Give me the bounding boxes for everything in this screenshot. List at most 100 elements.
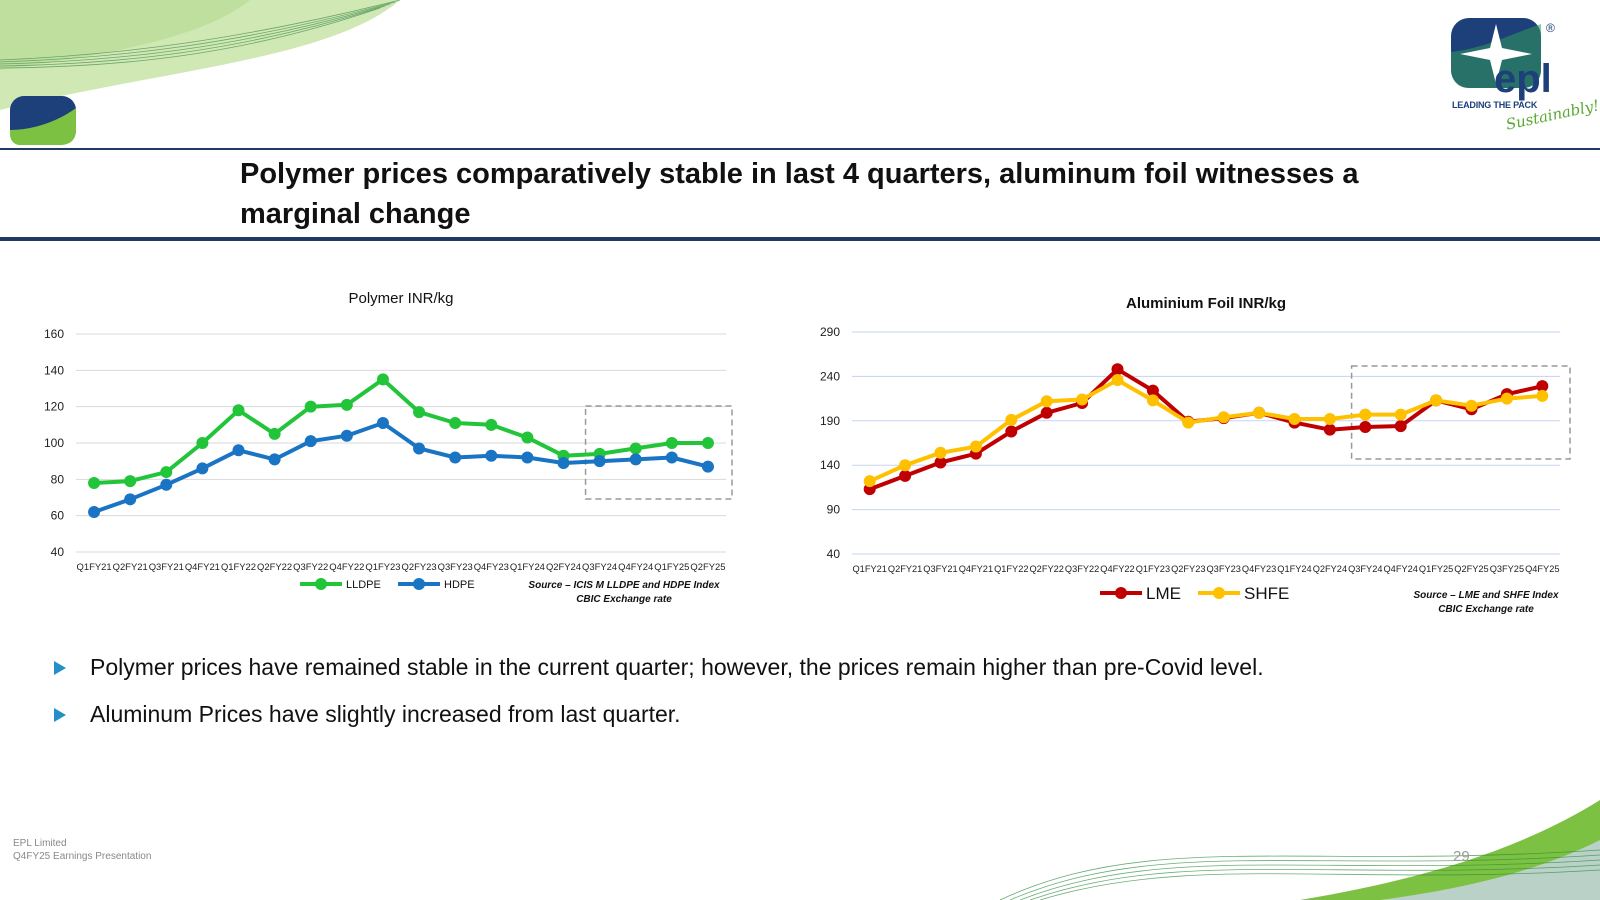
data-point-hdpe	[449, 451, 462, 464]
x-tick-label: Q2FY24	[546, 562, 581, 573]
data-point-hdpe	[413, 442, 426, 455]
data-point-lldpe	[449, 417, 462, 430]
data-point-shfe	[1040, 395, 1053, 408]
data-point-lldpe	[521, 431, 534, 444]
slide-title-line1: Polymer prices comparatively stable in l…	[240, 158, 1359, 190]
chart-title: Polymer INR/kg	[348, 290, 453, 307]
x-tick-label: Q4FY21	[185, 562, 220, 573]
data-point-lme	[1005, 425, 1018, 438]
data-point-hdpe	[593, 455, 606, 468]
data-point-shfe	[1253, 406, 1266, 419]
data-point-lme	[934, 456, 947, 469]
y-tick-label: 100	[44, 436, 64, 450]
x-tick-label: Q3FY21	[923, 564, 957, 575]
x-tick-label: Q4FY24	[1384, 564, 1418, 575]
legend-marker-shfe	[1213, 587, 1225, 599]
highlight-box	[584, 405, 733, 500]
data-point-shfe	[1359, 408, 1372, 421]
legend-marker-lme	[1115, 587, 1127, 599]
slide-title: Polymer prices comparatively stable in l…	[240, 154, 1390, 234]
y-tick-label: 60	[51, 509, 65, 523]
x-tick-label: Q3FY24	[582, 562, 617, 573]
decorative-swoosh-bottom	[1000, 800, 1600, 900]
y-tick-label: 140	[820, 458, 840, 472]
x-tick-label: Q2FY22	[1030, 564, 1064, 575]
x-tick-label: Q3FY25	[1490, 564, 1524, 575]
x-tick-label: Q4FY24	[618, 562, 653, 573]
data-point-shfe	[1430, 394, 1443, 407]
data-point-shfe	[1500, 392, 1513, 405]
data-point-lme	[899, 469, 912, 482]
data-point-lme	[1040, 406, 1053, 419]
legend-label-lme: LME	[1146, 584, 1181, 603]
x-tick-label: Q1FY22	[221, 562, 256, 573]
data-point-shfe	[1182, 416, 1195, 429]
chart-source-line2: CBIC Exchange rate	[576, 594, 672, 605]
data-point-hdpe	[268, 453, 281, 466]
x-tick-label: Q3FY23	[1207, 564, 1241, 575]
data-point-hdpe	[665, 451, 678, 464]
chart-source-line1: Source – ICIS M LLDPE and HDPE Index	[528, 580, 720, 591]
x-tick-label: Q3FY22	[1065, 564, 1099, 575]
data-point-hdpe	[701, 460, 714, 473]
data-point-hdpe	[232, 444, 245, 457]
data-point-lme	[1323, 423, 1336, 436]
data-point-lldpe	[268, 427, 281, 440]
page-number: 29	[1453, 848, 1470, 865]
x-tick-label: Q1FY21	[853, 564, 887, 575]
y-tick-label: 290	[820, 325, 840, 339]
data-point-hdpe	[160, 478, 173, 491]
legend-label-shfe: SHFE	[1244, 584, 1289, 603]
x-tick-label: Q1FY23	[365, 562, 400, 573]
data-point-hdpe	[629, 453, 642, 466]
highlight-box	[1350, 365, 1571, 460]
x-tick-label: Q3FY22	[293, 562, 328, 573]
data-point-shfe	[1536, 389, 1549, 402]
header-rule-top	[0, 148, 1600, 150]
x-tick-label: Q1FY25	[1419, 564, 1453, 575]
bullet-text: Polymer prices have remained stable in t…	[90, 654, 1264, 680]
data-point-lme	[1394, 420, 1407, 433]
x-tick-label: Q4FY22	[329, 562, 364, 573]
x-tick-label: Q1FY24	[1277, 564, 1311, 575]
data-point-hdpe	[521, 451, 534, 464]
y-tick-label: 240	[820, 369, 840, 383]
data-point-lme	[1359, 421, 1372, 434]
data-point-shfe	[1323, 413, 1336, 426]
data-point-shfe	[1076, 393, 1089, 406]
y-tick-label: 80	[51, 472, 65, 486]
x-tick-label: Q2FY23	[402, 562, 437, 573]
x-tick-label: Q1FY23	[1136, 564, 1170, 575]
bullet-item: Aluminum Prices have slightly increased …	[54, 701, 1264, 728]
data-point-shfe	[1111, 373, 1124, 386]
legend-marker-hdpe	[413, 578, 425, 590]
data-point-hdpe	[124, 493, 137, 506]
series-line-shfe	[868, 378, 1543, 484]
data-point-lldpe	[376, 373, 389, 386]
x-tick-label: Q2FY21	[113, 562, 148, 573]
data-point-lldpe	[88, 476, 101, 489]
x-tick-label: Q4FY22	[1100, 564, 1134, 575]
x-tick-label: Q4FY21	[959, 564, 993, 575]
chart-title: Aluminium Foil INR/kg	[1126, 295, 1286, 312]
data-point-shfe	[863, 475, 876, 488]
footer-subtitle: Q4FY25 Earnings Presentation	[13, 851, 152, 862]
x-tick-label: Q2FY24	[1313, 564, 1347, 575]
x-tick-label: Q4FY23	[1242, 564, 1276, 575]
y-tick-label: 40	[827, 547, 841, 561]
data-point-lldpe	[196, 437, 209, 449]
triangle-bullet-icon	[54, 660, 66, 675]
data-point-lldpe	[665, 437, 678, 449]
data-point-shfe	[1288, 413, 1301, 426]
x-tick-label: Q4FY23	[474, 562, 509, 573]
data-point-shfe	[1217, 411, 1230, 424]
epl-logo: ® epl	[1451, 18, 1555, 101]
x-tick-label: Q2FY25	[1454, 564, 1488, 575]
x-tick-label: Q4FY25	[1525, 564, 1559, 575]
x-tick-label: Q2FY25	[690, 562, 725, 573]
logo-wordmark: epl	[1494, 57, 1552, 101]
x-tick-label: Q2FY22	[257, 562, 292, 573]
triangle-bullet-icon	[54, 707, 66, 722]
legend-label-hdpe: HDPE	[444, 579, 475, 591]
data-point-lme	[1536, 380, 1549, 393]
